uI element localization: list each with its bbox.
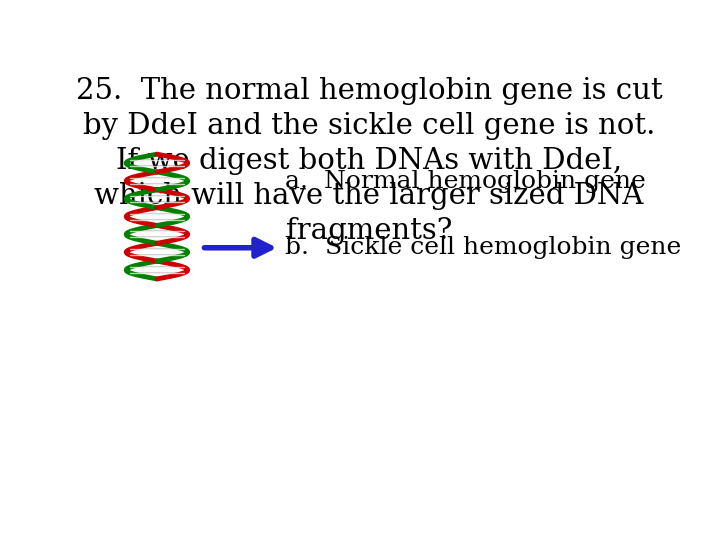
Text: b.  Sickle cell hemoglobin gene: b. Sickle cell hemoglobin gene bbox=[285, 237, 682, 259]
Text: 25.  The normal hemoglobin gene is cut
by DdeI and the sickle cell gene is not.
: 25. The normal hemoglobin gene is cut by… bbox=[76, 77, 662, 246]
Text: a.  Normal hemoglobin gene: a. Normal hemoglobin gene bbox=[285, 170, 646, 193]
